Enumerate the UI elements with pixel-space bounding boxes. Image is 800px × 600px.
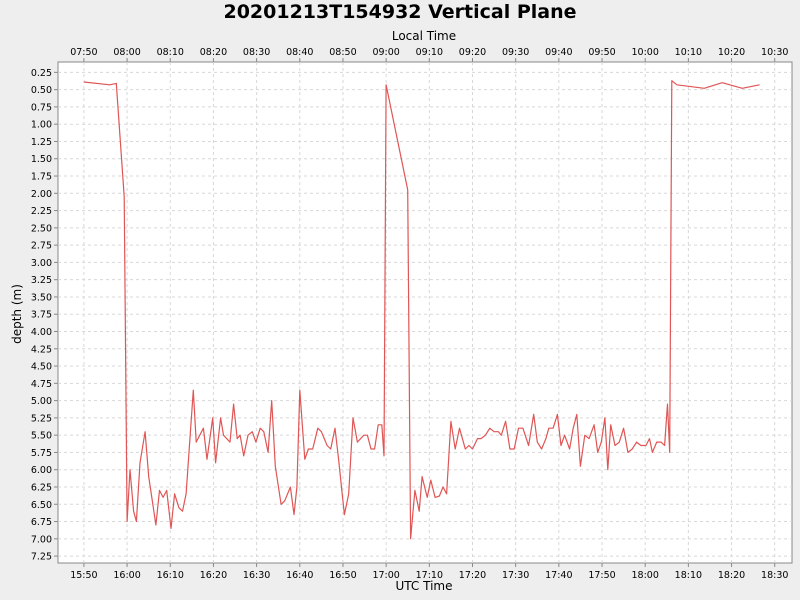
x2-axis-label: Local Time (392, 29, 456, 43)
x2-tick-label: 08:00 (113, 47, 140, 58)
grid (58, 62, 792, 563)
y-tick-label: 6.75 (31, 517, 52, 528)
x2-tick-label: 08:30 (243, 47, 270, 58)
x2-tick-label: 09:40 (545, 47, 572, 58)
y-tick-label: 7.00 (31, 534, 52, 545)
x-tick-label: 16:30 (243, 570, 270, 581)
y-tick-label: 5.25 (31, 413, 52, 424)
plot-area (57, 61, 793, 564)
x2-tick-label: 10:30 (761, 47, 788, 58)
x-tick-label: 16:20 (200, 570, 227, 581)
x2-tick-label: 09:10 (416, 47, 443, 58)
x2-tick-label: 09:00 (372, 47, 399, 58)
y-tick-label: 5.75 (31, 448, 52, 459)
y-tick-label: 0.50 (31, 85, 52, 96)
y-tick-label: 2.00 (31, 189, 52, 200)
y-tick-label: 0.25 (31, 68, 52, 79)
x-tick-label: 18:20 (718, 570, 745, 581)
axis-ticks: 15:50 07:50 16:00 08:00 16:10 08:10 16:20 08:20… (31, 47, 789, 581)
y-tick-label: 2.50 (31, 223, 52, 234)
y-tick-label: 1.25 (31, 137, 52, 148)
y-tick-label: 2.25 (31, 206, 52, 217)
x-tick-label: 17:20 (459, 570, 486, 581)
y-tick-label: 3.50 (31, 292, 52, 303)
y-tick-label: 4.75 (31, 379, 52, 390)
y-tick-label: 1.50 (31, 154, 52, 165)
y-tick-label: 5.00 (31, 396, 52, 407)
x2-tick-label: 08:50 (329, 47, 356, 58)
y-tick-label: 1.00 (31, 120, 52, 131)
x2-tick-label: 08:10 (157, 47, 184, 58)
y-tick-label: 0.75 (31, 102, 52, 113)
y-axis-label: depth (m) (10, 284, 24, 344)
x-tick-label: 15:50 (70, 570, 97, 581)
y-tick-label: 5.50 (31, 431, 52, 442)
x2-tick-label: 10:10 (675, 47, 702, 58)
y-tick-label: 6.50 (31, 500, 52, 511)
x2-tick-label: 08:40 (286, 47, 313, 58)
x-tick-label: 17:40 (545, 570, 572, 581)
x-tick-label: 16:10 (157, 570, 184, 581)
chart-title: 20201213T154932 Vertical Plane (223, 1, 576, 23)
x-tick-label: 16:00 (113, 570, 140, 581)
x2-tick-label: 07:50 (70, 47, 97, 58)
x-tick-label: 16:50 (329, 570, 356, 581)
x-tick-label: 17:00 (372, 570, 399, 581)
y-tick-label: 7.25 (31, 552, 52, 563)
x2-tick-label: 08:20 (200, 47, 227, 58)
y-tick-label: 4.00 (31, 327, 52, 338)
x2-tick-label: 09:50 (588, 47, 615, 58)
depth-series-line (83, 80, 760, 540)
x2-tick-label: 10:20 (718, 47, 745, 58)
y-tick-label: 3.25 (31, 275, 52, 286)
y-tick-label: 6.25 (31, 482, 52, 493)
x-tick-label: 18:30 (761, 570, 788, 581)
y-tick-label: 4.50 (31, 362, 52, 373)
x-tick-label: 17:10 (416, 570, 443, 581)
y-tick-label: 2.75 (31, 241, 52, 252)
y-tick-label: 3.00 (31, 258, 52, 269)
x2-tick-label: 10:00 (632, 47, 659, 58)
x-tick-label: 18:00 (632, 570, 659, 581)
x-tick-label: 18:10 (675, 570, 702, 581)
x2-tick-label: 09:30 (502, 47, 529, 58)
x-tick-label: 17:50 (588, 570, 615, 581)
x-tick-label: 17:30 (502, 570, 529, 581)
series-layer (83, 80, 760, 540)
x-tick-label: 16:40 (286, 570, 313, 581)
x2-tick-label: 09:20 (459, 47, 486, 58)
y-tick-label: 6.00 (31, 465, 52, 476)
y-tick-label: 3.75 (31, 310, 52, 321)
y-tick-label: 4.25 (31, 344, 52, 355)
y-tick-label: 1.75 (31, 172, 52, 183)
x-axis-label: UTC Time (396, 579, 453, 593)
